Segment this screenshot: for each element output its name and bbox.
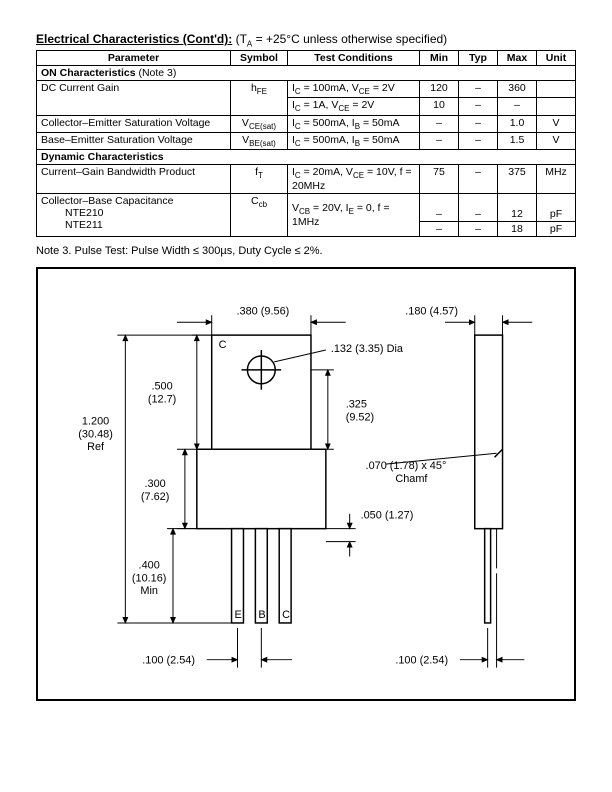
pin-e: E <box>235 609 242 621</box>
dim-400c: Min <box>140 585 158 597</box>
dim-132: .132 (3.35) Dia <box>331 343 404 355</box>
col-typ: Typ <box>459 51 498 66</box>
pin-c: C <box>282 609 290 621</box>
dim-300b: (7.62) <box>141 491 169 503</box>
col-conditions: Test Conditions <box>288 51 420 66</box>
characteristics-table: Parameter Symbol Test Conditions Min Typ… <box>36 50 576 236</box>
on-char-header: ON Characteristics (Note 3) <box>37 66 576 81</box>
dim-070b: Chamf <box>395 473 428 485</box>
dim-400a: .400 <box>139 559 160 571</box>
dim-300a: .300 <box>145 478 166 490</box>
dim-100r: .100 (2.54) <box>395 655 448 667</box>
label-c: C <box>219 339 227 351</box>
table-row: Base–Emitter Saturation Voltage VBE(sat)… <box>37 132 576 149</box>
pin-b: B <box>258 609 265 621</box>
col-symbol: Symbol <box>231 51 288 66</box>
dim-050: .050 (1.27) <box>361 510 414 522</box>
dim-1200b: (30.48) <box>78 428 113 440</box>
dim-1200a: 1.200 <box>82 415 109 427</box>
dyn-char-header: Dynamic Characteristics <box>37 149 576 164</box>
table-row: DC Current Gain hFE IC = 100mA, VCE = 2V… <box>37 81 576 98</box>
col-min: Min <box>420 51 459 66</box>
dim-400b: (10.16) <box>132 572 167 584</box>
table-header-row: Parameter Symbol Test Conditions Min Typ… <box>37 51 576 66</box>
title-text: Electrical Characteristics (Cont'd): <box>36 32 232 46</box>
dim-500a: .500 <box>151 381 172 393</box>
col-unit: Unit <box>537 51 576 66</box>
dim-1200c: Ref <box>87 441 105 453</box>
dim-325a: .325 <box>346 398 367 410</box>
col-parameter: Parameter <box>37 51 231 66</box>
dim-325b: (9.52) <box>346 411 375 423</box>
table-row: Collector–Emitter Saturation Voltage VCE… <box>37 115 576 132</box>
dim-380: .380 (9.56) <box>237 305 290 317</box>
table-row: Collector–Base Capacitance NTE210 NTE211… <box>37 193 576 221</box>
table-row: Current–Gain Bandwidth Product fT IC = 2… <box>37 164 576 193</box>
package-svg: .380 (9.56) .180 (4.57) .132 (3.35) Dia … <box>38 269 574 699</box>
page-title: Electrical Characteristics (Cont'd): (TA… <box>36 32 576 48</box>
package-diagram: .380 (9.56) .180 (4.57) .132 (3.35) Dia … <box>36 267 576 701</box>
dim-180: .180 (4.57) <box>405 305 458 317</box>
dim-100l: .100 (2.54) <box>142 655 195 667</box>
dim-070a: .070 (1.78) x 45° <box>366 460 447 472</box>
dim-500b: (12.7) <box>148 393 176 405</box>
footnote: Note 3. Pulse Test: Pulse Width ≤ 300µs,… <box>36 245 576 257</box>
col-max: Max <box>498 51 537 66</box>
